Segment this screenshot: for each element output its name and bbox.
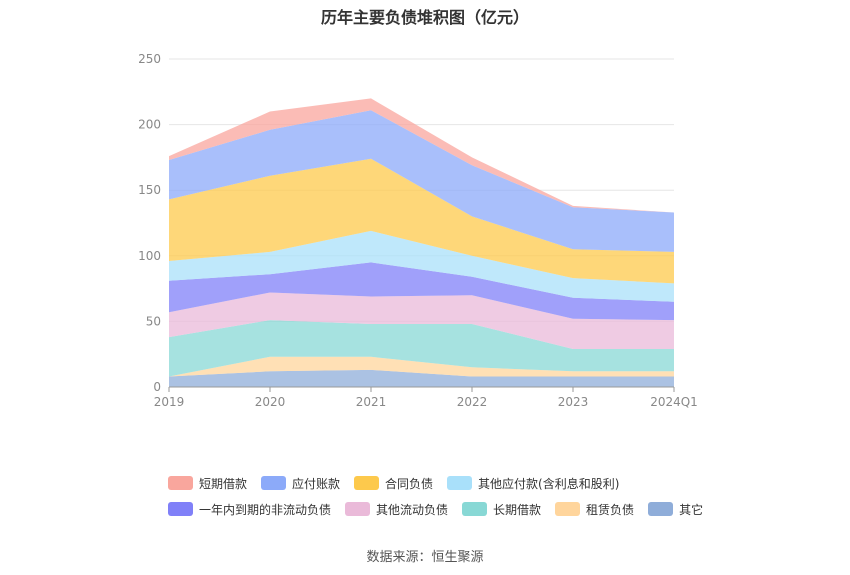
area-series-0 [169, 369, 674, 387]
legend-item[interactable]: 其它 [648, 501, 703, 518]
legend-swatch [168, 476, 193, 490]
y-tick-label: 100 [138, 249, 161, 263]
x-tick-label: 2022 [457, 395, 488, 409]
legend-swatch [261, 476, 287, 490]
legend-swatch [648, 502, 674, 516]
x-tick-label: 2020 [255, 395, 286, 409]
legend-item[interactable]: 一年内到期的非流动负债 [168, 501, 331, 518]
y-tick-label: 50 [146, 314, 161, 328]
legend-label: 应付账款 [292, 476, 341, 491]
area-series-4 [169, 262, 674, 321]
legend-item[interactable]: 短期借款 [168, 475, 247, 492]
legend-label: 其他流动负债 [376, 502, 449, 517]
legend-label: 其它 [679, 502, 704, 517]
legend-swatch [345, 502, 371, 516]
legend-label: 长期借款 [493, 502, 542, 517]
legend-swatch [168, 502, 193, 516]
x-tick-label: 2024Q1 [650, 395, 698, 409]
area-series-7 [169, 110, 674, 252]
legend-swatch [354, 476, 380, 490]
x-tick-label: 2023 [558, 395, 589, 409]
y-tick-label: 200 [138, 118, 161, 132]
legend-row: 短期借款 应付账款 合同负债 其他应付款(含利息和股利) [168, 470, 728, 496]
x-tick-label: 2021 [356, 395, 387, 409]
legend-label: 短期借款 [199, 476, 248, 491]
chart-legend: 短期借款 应付账款 合同负债 其他应付款(含利息和股利) 一年内到期的非流动负债 其他流… [168, 470, 728, 522]
legend-swatch [555, 502, 581, 516]
area-series-2 [169, 320, 674, 377]
data-source-note: 数据来源：恒生聚源 [366, 550, 484, 565]
legend-label: 租赁负债 [586, 502, 635, 517]
legend-item[interactable]: 其他应付款(含利息和股利) [447, 475, 619, 492]
area-series-6 [169, 158, 674, 284]
legend-swatch [447, 476, 473, 490]
legend-label: 其他应付款(含利息和股利) [478, 476, 620, 491]
y-tick-label: 250 [138, 52, 161, 66]
legend-swatch [462, 502, 488, 516]
legend-item[interactable]: 应付账款 [261, 475, 340, 492]
legend-item[interactable]: 租赁负债 [555, 501, 634, 518]
legend-row: 一年内到期的非流动负债 其他流动负债 长期借款 租赁负债 其它 [168, 496, 728, 522]
area-series-5 [169, 230, 674, 302]
legend-label: 合同负债 [385, 476, 434, 491]
legend-label: 一年内到期的非流动负债 [199, 502, 332, 517]
area-series-1 [169, 356, 674, 377]
y-tick-label: 150 [138, 183, 161, 197]
legend-item[interactable]: 其他流动负债 [345, 501, 448, 518]
legend-item[interactable]: 长期借款 [462, 501, 541, 518]
chart-title: 历年主要负债堆积图（亿元） [320, 8, 529, 27]
x-tick-label: 2019 [154, 395, 185, 409]
legend-item[interactable]: 合同负债 [354, 475, 433, 492]
area-series-3 [169, 292, 674, 349]
y-tick-label: 0 [153, 380, 161, 394]
